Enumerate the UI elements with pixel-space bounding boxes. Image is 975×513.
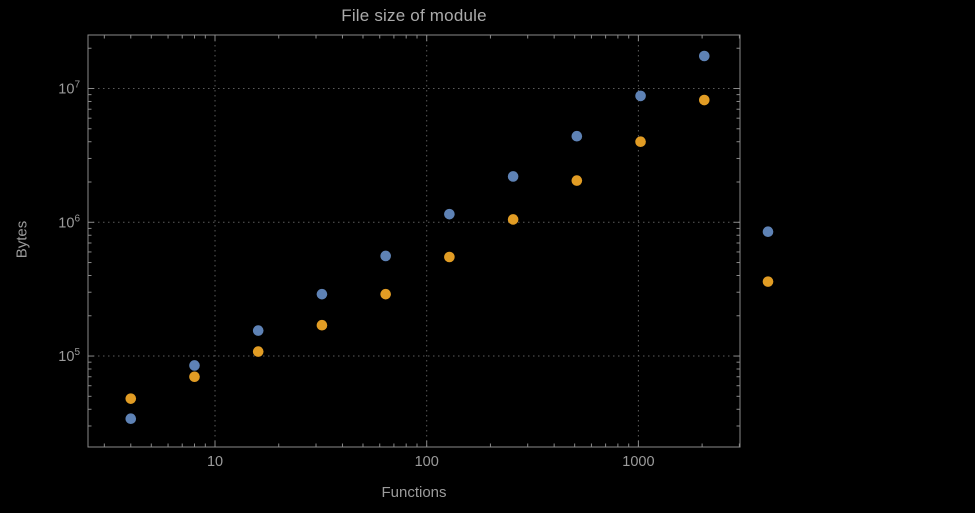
data-point-series-1-blue [444, 208, 455, 220]
data-point-series-2-orange [125, 393, 137, 404]
data-point-series-2-orange [444, 251, 455, 263]
data-point-series-2-orange [635, 136, 646, 148]
data-point-series-1-blue [571, 130, 583, 142]
data-point-series-1-blue [316, 288, 328, 300]
x-tick-label: 1000 [622, 454, 654, 470]
data-point-series-1-blue [762, 226, 774, 238]
data-point-series-2-orange [507, 214, 519, 225]
chart-title: File size of module [341, 6, 487, 25]
data-point-series-1-blue [125, 413, 137, 425]
data-point-series-2-orange [762, 276, 774, 287]
data-point-series-2-orange [252, 346, 264, 357]
plot-frame [87, 34, 741, 448]
data-point-series-2-orange [189, 371, 200, 383]
data-point-series-2-orange [380, 288, 391, 300]
y-tick-label: 105 [58, 347, 80, 365]
data-point-series-1-blue [635, 90, 646, 102]
data-point-series-1-blue [698, 50, 710, 62]
data-point-series-2-orange [698, 94, 710, 106]
x-tick-label: 10 [207, 454, 223, 470]
x-axis-label: Functions [381, 484, 447, 501]
y-tick-label: 107 [58, 80, 80, 98]
data-point-series-2-orange [571, 175, 583, 186]
data-point-series-1-blue [507, 171, 519, 182]
data-point-series-1-blue [252, 325, 264, 336]
data-point-series-2-orange [316, 319, 328, 331]
data-point-series-1-blue [380, 250, 391, 262]
x-tick-label: 100 [415, 454, 439, 470]
y-tick-label: 106 [58, 213, 80, 231]
data-point-series-1-blue [189, 360, 200, 371]
